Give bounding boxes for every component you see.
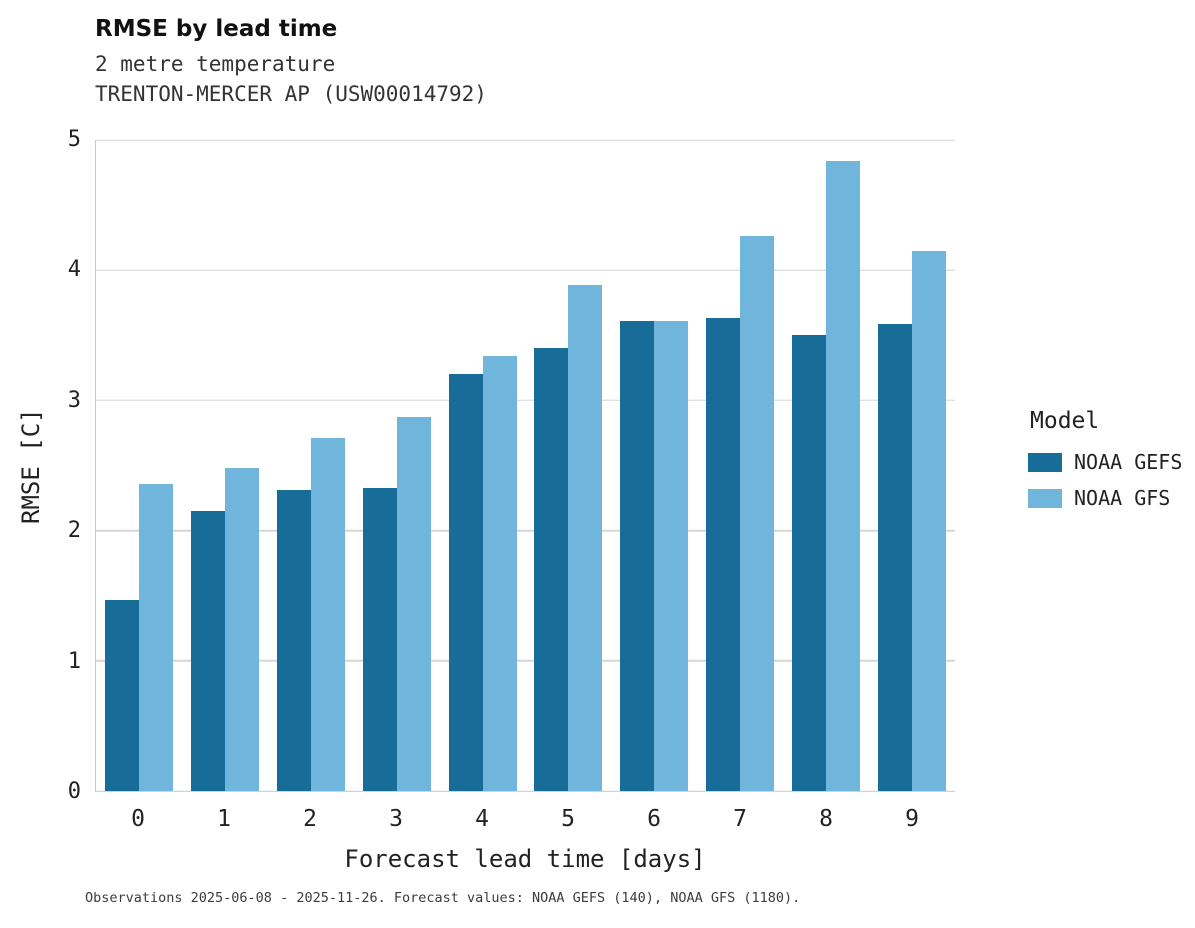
gridline bbox=[96, 399, 955, 402]
plot-wrap: 0 1 2 3 4 5 bbox=[68, 129, 955, 803]
plot-area bbox=[95, 139, 955, 792]
bar-noaa-gfs-day9 bbox=[912, 250, 947, 791]
bar-group-day2 bbox=[268, 140, 354, 791]
bar-noaa-gefs-day7 bbox=[706, 318, 741, 791]
bar-noaa-gfs-day2 bbox=[310, 438, 345, 791]
legend-label-gfs: NOAA GFS bbox=[1074, 486, 1171, 510]
bar-group-day1 bbox=[182, 140, 268, 791]
y-tick-label: 3 bbox=[67, 387, 81, 413]
y-tick-label: 5 bbox=[67, 127, 81, 152]
legend-item-gefs: NOAA GEFS bbox=[1028, 450, 1182, 474]
bar-noaa-gfs-day1 bbox=[224, 468, 259, 791]
bar-noaa-gefs-day8 bbox=[792, 335, 827, 791]
bar-group-day6 bbox=[611, 140, 697, 791]
gridline bbox=[96, 529, 955, 532]
legend-label-gefs: NOAA GEFS bbox=[1074, 450, 1183, 474]
x-axis-ticks: 0 1 2 3 4 5 6 7 8 9 bbox=[95, 806, 955, 832]
chart-subtitle-variable: 2 metre temperature bbox=[95, 52, 336, 76]
x-tick-label: 1 bbox=[217, 806, 231, 832]
legend-swatch-gefs bbox=[1028, 452, 1062, 472]
bar-group-day0 bbox=[96, 140, 182, 791]
bar-noaa-gefs-day5 bbox=[534, 348, 569, 791]
y-tick-label: 1 bbox=[67, 648, 81, 674]
bar-noaa-gfs-day7 bbox=[740, 236, 775, 791]
legend-item-gfs: NOAA GFS bbox=[1028, 486, 1182, 510]
bar-noaa-gfs-day4 bbox=[482, 356, 517, 791]
y-tick-label: 2 bbox=[67, 518, 81, 544]
legend-swatch-gfs bbox=[1028, 488, 1062, 508]
bar-noaa-gefs-day6 bbox=[620, 320, 655, 791]
bar-group-day4 bbox=[440, 140, 526, 791]
bar-noaa-gfs-day3 bbox=[396, 417, 431, 791]
x-tick-label: 4 bbox=[475, 806, 489, 832]
chart-subtitle-station: TRENTON-MERCER AP (USW00014792) bbox=[95, 82, 487, 106]
bar-noaa-gefs-day3 bbox=[362, 487, 397, 791]
chart-title: RMSE by lead time bbox=[95, 16, 338, 42]
bar-group-day5 bbox=[526, 140, 612, 791]
x-tick-label: 0 bbox=[131, 806, 145, 832]
bar-noaa-gefs-day9 bbox=[878, 323, 913, 791]
legend-title: Model bbox=[1030, 408, 1100, 434]
bar-noaa-gefs-day4 bbox=[448, 374, 483, 791]
gridline bbox=[96, 269, 955, 271]
x-tick-label: 7 bbox=[733, 806, 747, 832]
x-axis-label: Forecast lead time [days] bbox=[344, 845, 706, 873]
x-tick-label: 3 bbox=[389, 806, 403, 832]
bar-group-day7 bbox=[697, 140, 783, 791]
legend: Model NOAA GEFS NOAA GFS bbox=[1028, 408, 1182, 522]
footnote-caption: Observations 2025-06-08 - 2025-11-26. Fo… bbox=[85, 890, 801, 906]
bar-group-day3 bbox=[354, 140, 440, 791]
gridline bbox=[96, 660, 955, 662]
y-tick-label: 4 bbox=[67, 257, 81, 283]
bars-layer bbox=[96, 140, 955, 791]
bar-noaa-gefs-day2 bbox=[276, 490, 311, 791]
bar-noaa-gefs-day0 bbox=[104, 599, 139, 791]
bar-noaa-gfs-day0 bbox=[138, 483, 173, 791]
x-tick-label: 9 bbox=[905, 806, 919, 832]
x-tick-label: 5 bbox=[561, 806, 575, 832]
x-tick-label: 6 bbox=[647, 806, 661, 832]
y-tick-label: 0 bbox=[67, 779, 81, 804]
bar-noaa-gfs-day5 bbox=[568, 284, 603, 791]
x-tick-label: 8 bbox=[819, 806, 833, 832]
gridline bbox=[96, 139, 955, 141]
y-axis-ticks: 0 1 2 3 4 5 bbox=[33, 129, 81, 803]
bar-noaa-gefs-day1 bbox=[190, 511, 225, 791]
bar-noaa-gfs-day6 bbox=[654, 320, 689, 791]
bar-group-day8 bbox=[783, 140, 869, 791]
gridline bbox=[96, 790, 955, 792]
bar-group-day9 bbox=[869, 140, 955, 791]
x-tick-label: 2 bbox=[303, 806, 317, 832]
bar-noaa-gfs-day8 bbox=[826, 160, 861, 791]
